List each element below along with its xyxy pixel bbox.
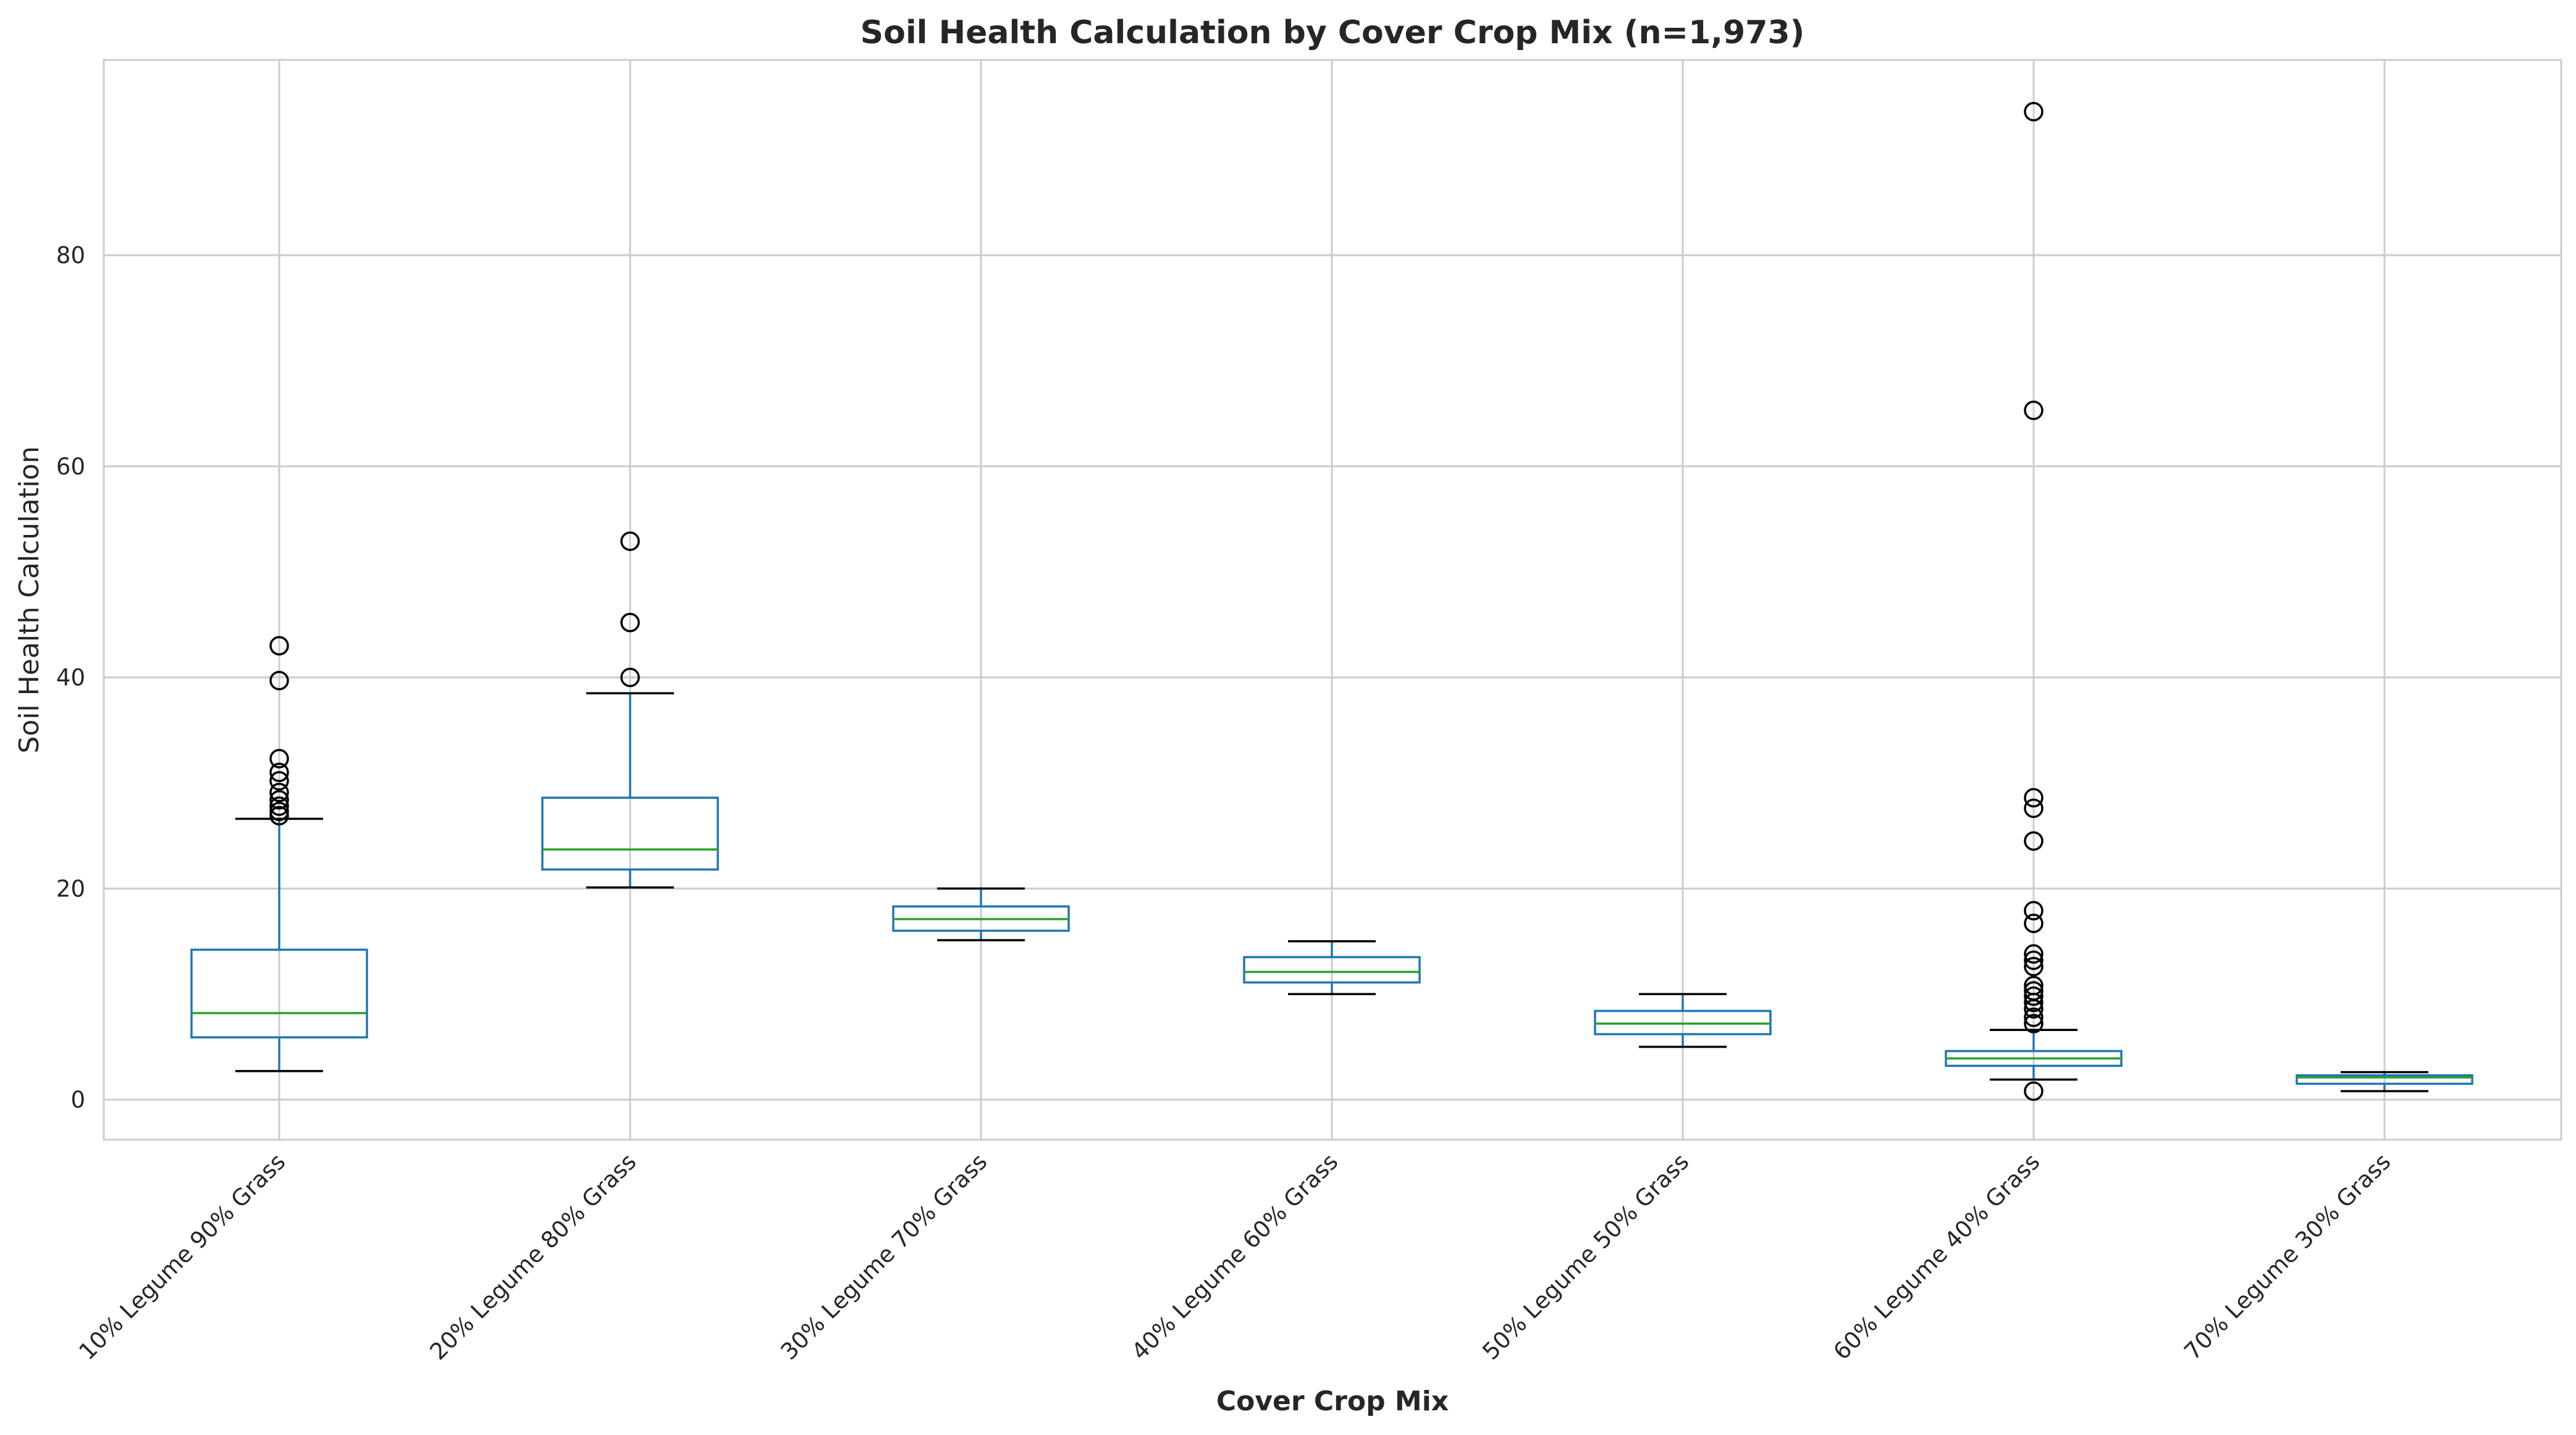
outlier-point: [2024, 1081, 2044, 1101]
y-tick-label: 20: [56, 875, 85, 902]
outlier-point: [2024, 981, 2044, 1001]
y-tick-label: 40: [56, 665, 85, 691]
boxes: [190, 101, 2473, 1101]
outlier-point: [2024, 986, 2044, 1006]
outlier-point: [269, 771, 289, 791]
box-group: [1945, 101, 2123, 1101]
iqr-box: [541, 796, 719, 871]
outlier-point: [2024, 913, 2044, 933]
outlier-point: [620, 612, 640, 633]
x-axis-label: Cover Crop Mix: [1216, 1386, 1449, 1417]
outlier-point: [269, 796, 289, 816]
y-axis-label: Soil Health Calculation: [14, 446, 45, 753]
plot-area-frame: [103, 59, 2562, 1141]
outlier-point: [2024, 1008, 2044, 1027]
outlier-point: [2024, 901, 2044, 920]
outlier-point: [269, 749, 289, 768]
box-group: [1594, 993, 1772, 1048]
box-group: [1243, 940, 1421, 995]
outlier-point: [269, 801, 289, 822]
outlier-point: [269, 762, 289, 783]
outlier-point: [269, 790, 289, 810]
iqr-box: [2296, 1074, 2473, 1085]
outlier-point: [2024, 957, 2044, 977]
outlier-point: [2024, 798, 2044, 818]
outlier-point: [269, 636, 289, 656]
box-group: [541, 531, 719, 889]
chart-title: Soil Health Calculation by Cover Crop Mi…: [861, 14, 1805, 51]
outlier-point: [269, 783, 289, 802]
box-group: [892, 887, 1070, 941]
iqr-box: [190, 948, 368, 1039]
y-axis-ticks: 0 20 40 60 80: [56, 242, 85, 1113]
outlier-point: [2024, 950, 2044, 970]
outlier-point: [2024, 975, 2044, 996]
outlier-point: [2024, 101, 2044, 122]
outlier-point: [620, 531, 640, 551]
outlier-point: [620, 667, 640, 688]
outlier-point: [2024, 944, 2044, 964]
outlier-point: [2024, 400, 2044, 421]
outlier-point: [2024, 831, 2044, 851]
outlier-point: [2024, 1014, 2044, 1033]
box-group: [2296, 1071, 2473, 1093]
outlier-point: [269, 670, 289, 691]
iqr-box: [1243, 956, 1421, 984]
grid-lines: [104, 60, 2561, 1140]
outlier-point: [2024, 788, 2044, 808]
y-tick-label: 60: [56, 453, 85, 480]
box-group: [190, 636, 368, 1072]
y-tick-label: 80: [56, 242, 85, 269]
y-tick-label: 0: [70, 1087, 85, 1113]
